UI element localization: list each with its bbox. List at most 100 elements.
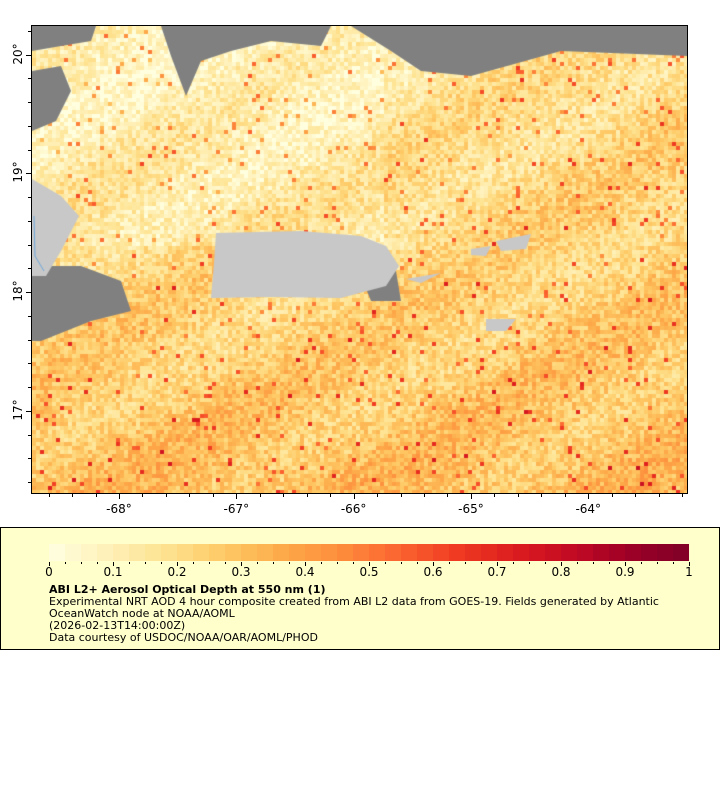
colorbar-tick xyxy=(129,562,130,564)
colorbar-tick xyxy=(385,562,386,564)
colorbar-swatch xyxy=(641,544,657,561)
colorbar-label: 0.9 xyxy=(615,565,635,579)
lon-minor-tick xyxy=(330,494,332,497)
lon-minor-tick xyxy=(95,494,97,497)
colorbar-tick xyxy=(289,562,290,564)
lon-minor-tick xyxy=(588,494,590,497)
legend-time: (2026-02-13T14:00:00Z) xyxy=(49,619,186,632)
lat-minor-tick xyxy=(28,244,31,246)
colorbar-tick xyxy=(577,562,578,564)
lat-minor-tick xyxy=(28,482,31,484)
lon-minor-tick xyxy=(283,494,285,497)
colorbar-swatch xyxy=(65,544,81,561)
colorbar xyxy=(49,544,689,561)
colorbar-tick xyxy=(673,562,674,564)
colorbar-label: 0.2 xyxy=(167,565,187,579)
legend-credit: Data courtesy of USDOC/NOAA/OAR/AOML/PHO… xyxy=(49,631,318,644)
lon-minor-tick xyxy=(517,494,519,497)
lat-minor-tick xyxy=(28,292,31,294)
colorbar-tick xyxy=(497,562,498,566)
colorbar-tick xyxy=(449,562,450,564)
colorbar-label: 0 xyxy=(45,565,53,579)
colorbar-swatch xyxy=(97,544,113,561)
colorbar-swatch xyxy=(497,544,513,561)
colorbar-tick xyxy=(513,562,514,564)
colorbar-tick xyxy=(641,562,642,564)
lat-minor-tick xyxy=(28,315,31,317)
colorbar-swatch xyxy=(305,544,321,561)
lat-minor-tick xyxy=(28,173,31,175)
colorbar-swatch xyxy=(529,544,545,561)
colorbar-tick xyxy=(593,562,594,564)
colorbar-tick xyxy=(161,562,162,564)
legend-description: Experimental NRT AOD 4 hour composite cr… xyxy=(49,595,659,608)
colorbar-swatch xyxy=(161,544,177,561)
lon-minor-tick xyxy=(470,494,472,497)
colorbar-swatch xyxy=(321,544,337,561)
lon-minor-tick xyxy=(377,494,379,497)
colorbar-swatch xyxy=(225,544,241,561)
colorbar-tick xyxy=(529,562,530,564)
colorbar-swatch xyxy=(193,544,209,561)
colorbar-swatch xyxy=(145,544,161,561)
colorbar-tick xyxy=(177,562,178,566)
lat-minor-tick xyxy=(28,197,31,199)
colorbar-tick xyxy=(353,562,354,564)
lon-minor-tick xyxy=(541,494,543,497)
lon-minor-tick xyxy=(424,494,426,497)
lat-minor-tick xyxy=(28,125,31,127)
colorbar-tick xyxy=(257,562,258,564)
colorbar-label: 0.5 xyxy=(359,565,379,579)
colorbar-tick xyxy=(209,562,210,564)
lon-minor-tick xyxy=(142,494,144,497)
colorbar-swatch xyxy=(273,544,289,561)
lat-tick-label: 19° xyxy=(11,161,25,184)
lon-minor-tick xyxy=(682,494,684,497)
colorbar-swatch xyxy=(417,544,433,561)
colorbar-tick xyxy=(113,562,114,566)
colorbar-swatch xyxy=(673,544,689,561)
colorbar-swatch xyxy=(113,544,129,561)
colorbar-swatch xyxy=(433,544,449,561)
colorbar-label: 0.8 xyxy=(551,565,571,579)
lon-minor-tick xyxy=(564,494,566,497)
lon-minor-tick xyxy=(635,494,637,497)
legend-description-2: OceanWatch node at NOAA/AOML xyxy=(49,607,235,620)
lat-minor-tick xyxy=(28,30,31,32)
lon-minor-tick xyxy=(72,494,74,497)
colorbar-tick xyxy=(401,562,402,564)
lat-minor-tick xyxy=(28,458,31,460)
colorbar-tick xyxy=(369,562,370,566)
lon-tick-label: -65° xyxy=(458,502,484,516)
lon-minor-tick xyxy=(447,494,449,497)
lat-minor-tick xyxy=(28,363,31,365)
colorbar-tick xyxy=(65,562,66,564)
colorbar-swatch xyxy=(449,544,465,561)
lon-tick-label: -64° xyxy=(575,502,602,516)
aod-map xyxy=(31,25,688,494)
lon-minor-tick xyxy=(400,494,402,497)
lon-minor-tick xyxy=(611,494,613,497)
colorbar-swatch xyxy=(177,544,193,561)
lat-minor-tick xyxy=(28,149,31,151)
colorbar-tick xyxy=(145,562,146,564)
colorbar-swatch xyxy=(353,544,369,561)
colorbar-swatch xyxy=(545,544,561,561)
lat-tick-label: 17° xyxy=(11,399,25,421)
lat-minor-tick xyxy=(28,339,31,341)
colorbar-tick xyxy=(81,562,82,564)
lat-minor-tick xyxy=(28,410,31,412)
lat-minor-tick xyxy=(28,54,31,56)
lon-tick-label: -66° xyxy=(340,502,367,516)
colorbar-label: 0.1 xyxy=(103,565,123,579)
lon-minor-tick xyxy=(494,494,496,497)
colorbar-swatch xyxy=(337,544,353,561)
colorbar-swatch xyxy=(577,544,593,561)
lon-tick-label: -67° xyxy=(223,502,250,516)
colorbar-tick xyxy=(337,562,338,564)
colorbar-tick xyxy=(97,562,98,564)
colorbar-tick xyxy=(225,562,226,564)
colorbar-tick xyxy=(545,562,546,564)
colorbar-tick xyxy=(321,562,322,564)
colorbar-tick xyxy=(273,562,274,564)
